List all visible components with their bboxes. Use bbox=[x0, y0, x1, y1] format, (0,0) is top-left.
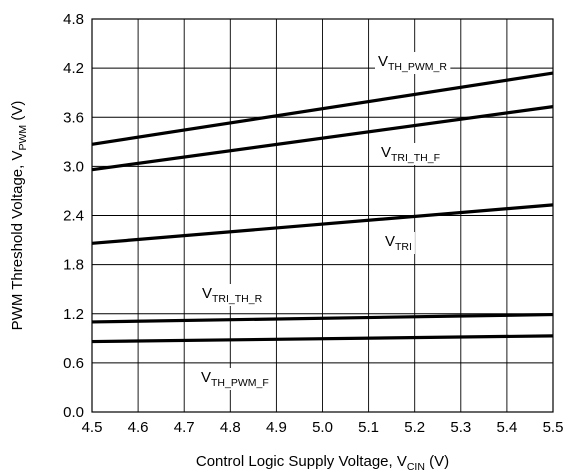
series-label-background bbox=[378, 143, 444, 165]
x-tick-label: 4.9 bbox=[266, 419, 287, 436]
y-tick-label: 4.8 bbox=[63, 11, 84, 28]
series-line bbox=[91, 203, 554, 245]
series-label-sub: TH_PWM_R bbox=[388, 61, 447, 73]
x-tick-label: 5.2 bbox=[404, 419, 425, 436]
series-label-background bbox=[382, 232, 415, 254]
x-tick-label: 4.5 bbox=[82, 419, 103, 436]
series-line bbox=[91, 312, 554, 324]
series-label-background bbox=[199, 284, 266, 306]
grid-lines bbox=[92, 19, 553, 412]
x-tick-label: 5.1 bbox=[358, 419, 379, 436]
x-tick-label: 5.0 bbox=[312, 419, 333, 436]
x-axis-label-main: Control Logic Supply Voltage, V bbox=[196, 453, 407, 470]
y-tick-label: 3.0 bbox=[63, 158, 84, 175]
x-tick-label: 5.4 bbox=[496, 419, 517, 436]
series-line bbox=[91, 105, 554, 172]
y-axis-label-sub: PWM bbox=[17, 125, 29, 151]
series-label-sub: TRI_TH_F bbox=[391, 152, 440, 164]
series-label-sub: TRI_TH_R bbox=[212, 293, 263, 305]
y-axis-label-main: PWM Threshold Voltage, V bbox=[9, 151, 26, 331]
plot-frame bbox=[91, 18, 554, 413]
series-label: VTRI bbox=[385, 233, 412, 253]
series-label-main: V bbox=[385, 233, 395, 250]
x-axis-label-sub: CIN bbox=[407, 461, 425, 473]
x-axis-label: Control Logic Supply Voltage, VCIN (V) bbox=[196, 453, 449, 473]
y-tick-label: 1.2 bbox=[63, 306, 84, 323]
y-axis-label: PWM Threshold Voltage, VPWM (V) bbox=[9, 101, 29, 331]
x-tick-label: 4.7 bbox=[174, 419, 195, 436]
series-label-main: V bbox=[381, 144, 391, 161]
x-tick-label: 5.5 bbox=[543, 419, 564, 436]
x-tick-labels: 4.5 4.6 4.7 4.8 4.9 5.0 5.1 5.2 5.3 5.4 5.5 bbox=[82, 419, 564, 436]
y-tick-labels: 0.0 0.6 1.2 1.8 2.4 3.0 3.6 4.2 4.8 bbox=[63, 11, 84, 421]
series-label-sub: TRI bbox=[395, 241, 412, 253]
y-axis-label-unit: (V) bbox=[9, 101, 26, 125]
series-label: VTRI_TH_F bbox=[381, 144, 440, 164]
series-lines bbox=[91, 71, 554, 344]
y-tick-label: 0.0 bbox=[63, 404, 84, 421]
x-tick-label: 4.6 bbox=[128, 419, 149, 436]
series-label: VTH_PWM_R bbox=[378, 53, 447, 73]
series-label-background bbox=[375, 52, 451, 74]
x-axis-label-unit: (V) bbox=[425, 453, 449, 470]
y-tick-label: 4.2 bbox=[63, 60, 84, 77]
x-tick-label: 5.3 bbox=[450, 419, 471, 436]
series-line bbox=[91, 334, 554, 344]
y-tick-label: 3.6 bbox=[63, 109, 84, 126]
y-tick-label: 1.8 bbox=[63, 257, 84, 274]
x-tick-label: 4.8 bbox=[220, 419, 241, 436]
series-line bbox=[91, 71, 554, 146]
series-label-sub: TH_PWM_F bbox=[211, 377, 269, 389]
series-label-main: V bbox=[378, 53, 388, 70]
series-label-main: V bbox=[201, 369, 211, 386]
series-label: VTRI_TH_R bbox=[202, 285, 263, 305]
series-label-background bbox=[198, 368, 272, 390]
y-tick-label: 2.4 bbox=[63, 208, 84, 225]
series-label-main: V bbox=[202, 285, 212, 302]
y-tick-label: 0.6 bbox=[63, 355, 84, 372]
series-label: VTH_PWM_F bbox=[201, 369, 269, 389]
